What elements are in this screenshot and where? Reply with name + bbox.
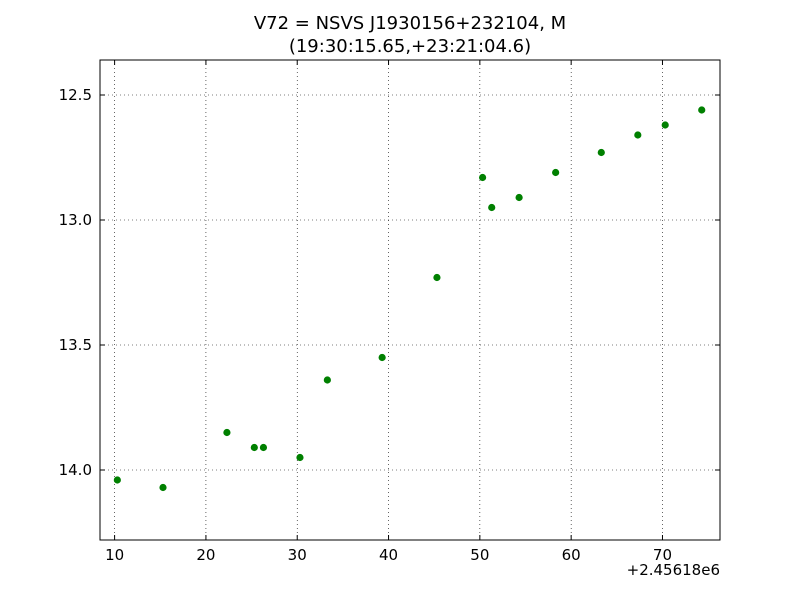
plot-frame [99, 59, 721, 541]
data-point [552, 168, 560, 177]
data-point [634, 131, 642, 139]
y-tick-label: 12.5 [59, 86, 92, 104]
data-point [159, 483, 167, 492]
data-point [661, 121, 669, 129]
x-tick-label: 20 [196, 546, 215, 564]
data-point [478, 173, 487, 182]
y-tick-label: 13.0 [59, 211, 92, 229]
data-point [698, 106, 706, 114]
x-tick-label: 30 [288, 546, 307, 564]
x-offset-label: +2.45618e6 [627, 561, 720, 579]
grid [100, 60, 720, 540]
data-point [250, 443, 258, 452]
data-points [113, 106, 706, 492]
y-tick-label: 14.0 [59, 461, 92, 479]
x-tick-labels: 10 20 30 40 50 60 70 [105, 546, 672, 564]
y-tick-label: 13.5 [59, 336, 92, 354]
data-point [433, 273, 441, 282]
data-point [378, 353, 386, 362]
data-point [296, 453, 304, 462]
chart-title-line2: (19:30:15.65,+23:21:04.6) [289, 36, 531, 57]
x-tick-label: 10 [105, 546, 124, 564]
data-point [597, 148, 605, 157]
data-point [223, 428, 231, 437]
x-tick-label: 60 [562, 546, 581, 564]
axis-ticks [100, 60, 720, 540]
data-point [323, 376, 331, 384]
data-point [488, 203, 496, 212]
y-tick-labels: 12.5 13.0 13.5 14.0 [59, 86, 92, 479]
chart-title-line1: V72 = NSVS J1930156+232104, M [254, 13, 566, 34]
x-tick-label: 70 [653, 546, 672, 564]
x-tick-label: 50 [470, 546, 489, 564]
data-point [259, 443, 268, 452]
data-point [113, 476, 121, 484]
data-point [515, 193, 523, 202]
x-tick-label: 40 [379, 546, 398, 564]
